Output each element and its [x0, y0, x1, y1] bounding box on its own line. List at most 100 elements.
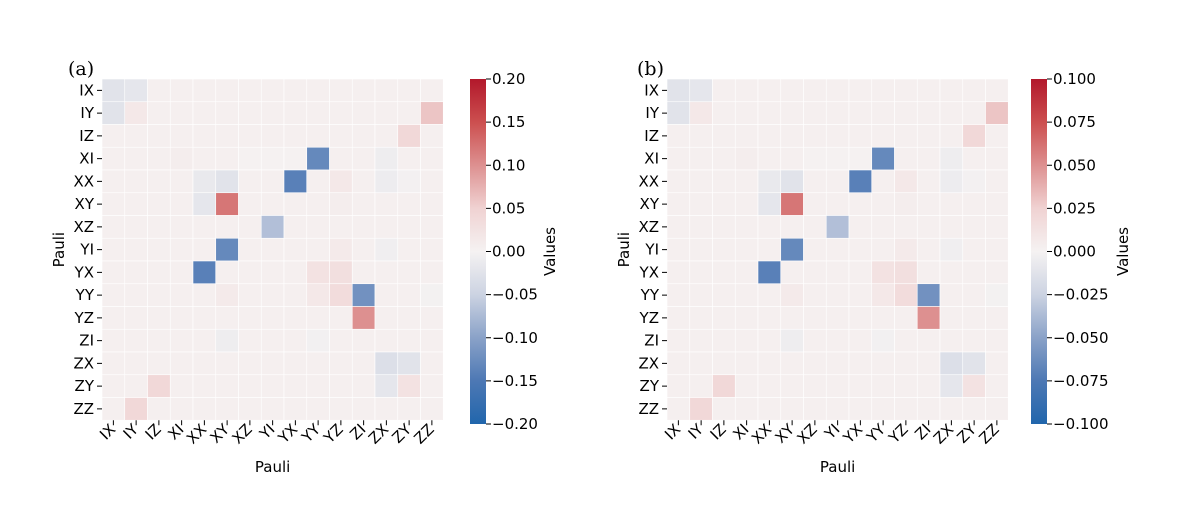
- heatmap-cell-XI-YI: [825, 146, 850, 171]
- heatmap-cell-XI-YX: [283, 146, 308, 171]
- heatmap-cell-ZZ-IZ: [147, 397, 171, 421]
- colorbar-tick-label: 0.15: [492, 113, 525, 131]
- heatmap-cell-IY-YX: [283, 101, 308, 125]
- heatmap-cell-XZ-ZX: [939, 215, 964, 239]
- heatmap-cell-ZX-ZY: [397, 351, 421, 376]
- heatmap-cell-ZY-ZI: [351, 374, 376, 398]
- heatmap-cell-XZ-ZI: [916, 215, 941, 239]
- heatmap-cell-XZ-XY: [215, 215, 239, 239]
- heatmap-cell-ZZ-ZZ: [985, 397, 1009, 421]
- heatmap-cell-XI-XX: [192, 146, 217, 171]
- heatmap-cell-YX-IX: [666, 260, 691, 285]
- heatmap-cell-ZY-YX: [283, 374, 308, 398]
- y-tick-label-XI: XI: [79, 150, 94, 168]
- y-tick-label-IY: IY: [645, 104, 659, 122]
- x-axis-title: Pauli: [255, 458, 290, 476]
- heatmap-cell-ZX-IZ: [712, 351, 736, 376]
- heatmap-cell-YX-XI: [734, 260, 759, 285]
- heatmap-cell-IZ-XX: [757, 124, 782, 148]
- heatmap-cell-IX-IX: [101, 78, 126, 103]
- heatmap-cell-ZX-ZI: [916, 351, 941, 376]
- heatmap-cell-YY-ZX: [939, 283, 964, 307]
- heatmap-cell-XY-IY: [689, 192, 713, 216]
- heatmap-cell-ZI-ZZ: [985, 328, 1009, 353]
- heatmap-cell-YZ-XI: [734, 306, 759, 330]
- heatmap-cell-YY-YI: [825, 283, 850, 307]
- heatmap-cell-ZI-XY: [215, 328, 239, 353]
- heatmap-cell-ZZ-ZY: [962, 397, 986, 421]
- heatmap-cell-ZX-YZ: [329, 351, 353, 376]
- colorbar-tick-label: −0.025: [1053, 286, 1109, 304]
- heatmap-cell-YX-ZX: [939, 260, 964, 285]
- heatmap-cell-ZX-XY: [215, 351, 239, 376]
- heatmap-cell-ZX-IZ: [147, 351, 171, 376]
- y-axis-title: Pauli: [615, 232, 633, 267]
- heatmap-cell-IY-IY: [689, 101, 713, 125]
- heatmap-cell-XZ-IX: [666, 215, 691, 239]
- heatmap-cell-ZX-IY: [124, 351, 148, 376]
- heatmap-cell-XI-ZI: [351, 146, 376, 171]
- heatmap-cell-XI-ZY: [962, 146, 986, 171]
- heatmap-cell-YX-IZ: [712, 260, 736, 285]
- heatmap-cell-YZ-YY: [306, 306, 330, 330]
- heatmap-cell-XY-ZX: [374, 192, 399, 216]
- heatmap-cell-ZI-YY: [306, 328, 330, 353]
- heatmap-cell-ZZ-YI: [825, 397, 850, 421]
- heatmap-cell-XY-ZY: [962, 192, 986, 216]
- heatmap-cell-ZZ-XZ: [803, 397, 827, 421]
- heatmap-cell-ZX-XX: [757, 351, 782, 376]
- heatmap-cell-ZY-ZX: [374, 374, 399, 398]
- heatmap-cell-ZI-ZY: [397, 328, 421, 353]
- heatmap-cell-ZX-YX: [848, 351, 873, 376]
- x-tick-label-IZ: IZ: [142, 420, 165, 443]
- heatmap-cell-YY-IY: [124, 283, 148, 307]
- heatmap-cell-XY-ZI: [351, 192, 376, 216]
- heatmap-cell-YX-XY: [780, 260, 804, 285]
- colorbar-tick-label: 0.050: [1053, 156, 1096, 174]
- heatmap-cell-YX-IZ: [147, 260, 171, 285]
- heatmap-cell-YZ-YY: [871, 306, 895, 330]
- heatmap-cell-IX-ZX: [939, 78, 964, 103]
- heatmap-cell-ZX-XZ: [803, 351, 827, 376]
- heatmap-cell-YI-ZZ: [420, 237, 444, 262]
- heatmap-cell-XI-IZ: [147, 146, 171, 171]
- heatmap-cell-XI-ZZ: [985, 146, 1009, 171]
- heatmap-cell-IY-IZ: [712, 101, 736, 125]
- heatmap-cell-XX-IX: [666, 169, 691, 194]
- heatmap-cell-IZ-XY: [780, 124, 804, 148]
- y-tick-label-ZX: ZX: [638, 354, 659, 372]
- heatmap-cell-YX-YI: [825, 260, 850, 285]
- heatmap-cell-XY-XX: [757, 192, 782, 216]
- heatmap-cell-ZI-YY: [871, 328, 895, 353]
- heatmap-cell-XX-YX: [283, 169, 308, 194]
- heatmap-cell-IZ-XZ: [803, 124, 827, 148]
- heatmap-cell-ZZ-YZ: [329, 397, 353, 421]
- heatmap-cell-XZ-XX: [192, 215, 217, 239]
- heatmap-cell-IX-YI: [260, 78, 285, 103]
- colorbar-tick-label: 0.20: [492, 70, 525, 88]
- heatmap-cell-YZ-XZ: [803, 306, 827, 330]
- heatmap-cell-YY-XX: [192, 283, 217, 307]
- heatmap-cell-ZZ-ZY: [397, 397, 421, 421]
- heatmap-cell-IY-YX: [848, 101, 873, 125]
- heatmap-cell-XZ-ZY: [962, 215, 986, 239]
- heatmap-cell-XX-ZZ: [985, 169, 1009, 194]
- heatmap-cell-YX-XY: [215, 260, 239, 285]
- heatmap-cell-XX-IX: [101, 169, 126, 194]
- heatmap-cell-ZX-YI: [260, 351, 285, 376]
- heatmap-cell-ZY-IZ: [147, 374, 171, 398]
- heatmap-cell-XY-XZ: [803, 192, 827, 216]
- heatmap-cell-XY-YZ: [329, 192, 353, 216]
- heatmap-cell-YI-XY: [780, 237, 804, 262]
- colorbar-tick-label: 0.00: [492, 243, 525, 261]
- x-axis-title: Pauli: [820, 458, 855, 476]
- heatmap-cell-YZ-IY: [689, 306, 713, 330]
- heatmap-cell-IY-YI: [260, 101, 285, 125]
- heatmap-cell-YY-YI: [260, 283, 285, 307]
- heatmap-cell-YX-XI: [169, 260, 194, 285]
- heatmap-cell-ZY-XI: [734, 374, 759, 398]
- heatmap-cell-YX-XX: [757, 260, 782, 285]
- heatmap-cell-XY-XY: [780, 192, 804, 216]
- heatmap-cell-IZ-YX: [283, 124, 308, 148]
- heatmap-cell-IX-YY: [306, 78, 330, 103]
